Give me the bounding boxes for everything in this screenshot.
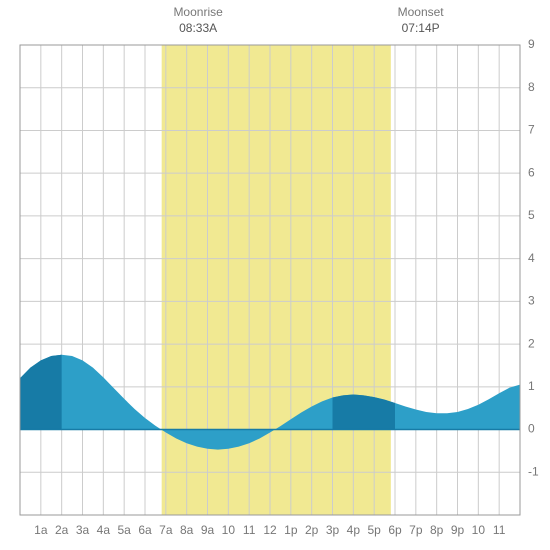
moonrise-time: 08:33A (179, 21, 217, 35)
x-tick-label: 9a (201, 523, 215, 537)
x-tick-label: 2a (55, 523, 69, 537)
x-tick-label: 10 (472, 523, 486, 537)
x-tick-label: 5p (367, 523, 381, 537)
tide-chart: -101234567891a2a3a4a5a6a7a8a9a1011121p2p… (0, 0, 550, 550)
x-tick-label: 12 (263, 523, 277, 537)
x-tick-label: 9p (451, 523, 465, 537)
x-tick-label: 10 (222, 523, 236, 537)
y-tick-label: -1 (528, 464, 539, 478)
y-tick-label: 1 (528, 379, 535, 393)
x-tick-label: 1p (284, 523, 298, 537)
x-tick-label: 3a (76, 523, 90, 537)
x-tick-label: 8p (430, 523, 444, 537)
y-tick-label: 4 (528, 251, 535, 265)
y-tick-label: 8 (528, 80, 535, 94)
moonrise-title: Moonrise (173, 5, 223, 19)
x-tick-label: 3p (326, 523, 340, 537)
y-tick-label: 0 (528, 422, 535, 436)
x-tick-label: 5a (117, 523, 131, 537)
x-tick-label: 8a (180, 523, 194, 537)
chart-svg: -101234567891a2a3a4a5a6a7a8a9a1011121p2p… (0, 0, 550, 550)
x-tick-label: 4p (347, 523, 361, 537)
x-tick-label: 4a (97, 523, 111, 537)
y-tick-label: 3 (528, 294, 535, 308)
y-tick-label: 6 (528, 165, 535, 179)
y-tick-label: 5 (528, 208, 535, 222)
x-tick-label: 7p (409, 523, 423, 537)
y-tick-label: 2 (528, 336, 535, 350)
x-tick-label: 11 (493, 523, 506, 537)
x-tick-label: 7a (159, 523, 173, 537)
moonset-title: Moonset (398, 5, 445, 19)
moonset-time: 07:14P (402, 21, 440, 35)
y-tick-label: 7 (528, 123, 535, 137)
x-tick-label: 1a (34, 523, 48, 537)
x-tick-label: 6a (138, 523, 152, 537)
y-tick-label: 9 (528, 37, 535, 51)
x-tick-label: 6p (388, 523, 402, 537)
x-tick-label: 2p (305, 523, 319, 537)
x-tick-label: 11 (243, 523, 256, 537)
